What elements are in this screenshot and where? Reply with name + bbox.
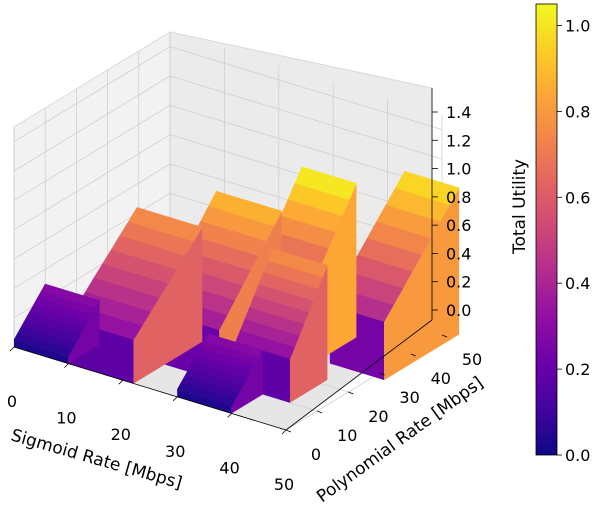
x-tick-label: 0 <box>7 392 17 411</box>
grid-line <box>169 104 443 189</box>
x-axis-label: Sigmoid Rate [Mbps] <box>9 426 185 494</box>
x-tick-label: 20 <box>111 425 131 444</box>
z-tick-label: 0.2 <box>446 273 471 292</box>
x-tick <box>64 363 69 368</box>
x-axis-line <box>13 346 287 431</box>
grid-line <box>169 75 443 160</box>
y-axis-line <box>285 319 433 431</box>
x-tick-label: 50 <box>274 475 294 494</box>
y-tick-labels: 0 10 20 30 40 50 <box>285 334 482 464</box>
z-tick-labels: 0.0 0.2 0.4 0.6 0.8 1.0 1.2 1.4 <box>432 103 471 320</box>
z-tick-label: 1.4 <box>446 103 471 122</box>
x-tick <box>281 429 287 435</box>
x-tick <box>172 396 178 402</box>
y-tick-label: 20 <box>368 407 388 426</box>
surface-face <box>128 207 203 242</box>
z-tick-label: 0.0 <box>446 301 471 320</box>
grid-line <box>13 75 171 172</box>
colorbar-tick-label: 0.8 <box>565 102 590 121</box>
colorbar-tick-label: 0.2 <box>565 360 590 379</box>
surface-face <box>290 265 328 403</box>
y-tick <box>317 410 323 414</box>
surface-face <box>177 389 232 414</box>
surface-face <box>14 339 69 364</box>
surface-block <box>235 248 328 403</box>
surface-face <box>68 300 100 364</box>
surface-face <box>204 333 264 358</box>
grid-line <box>169 46 443 131</box>
y-tick-label: 30 <box>399 388 419 407</box>
surface-block <box>13 283 100 364</box>
colorbar-tick-label: 0.4 <box>565 274 590 293</box>
surface-face <box>294 166 357 200</box>
grid-line <box>13 134 171 231</box>
y-tick <box>285 429 292 433</box>
x-tick-label: 30 <box>165 442 185 461</box>
colorbar-ticks: 0.0 0.2 0.4 0.6 0.8 1.0 <box>557 16 590 465</box>
grid-line <box>13 163 171 260</box>
surface-face <box>384 187 460 381</box>
z-tick-label: 0.8 <box>446 188 471 207</box>
y-tick-label: 50 <box>462 350 482 369</box>
surface-face <box>208 190 283 227</box>
z-tick-label: 1.0 <box>446 160 471 179</box>
grid-line <box>13 46 171 143</box>
y-tick-label: 0 <box>311 445 321 464</box>
x-tick-label: 10 <box>56 409 76 428</box>
y-tick <box>379 372 385 376</box>
x-tick <box>118 379 124 385</box>
colorbar: 0.0 0.2 0.4 0.6 0.8 1.0 <box>535 3 590 465</box>
z-tick-label: 0.6 <box>446 216 471 235</box>
colorbar-tick-label: 0.6 <box>565 188 590 207</box>
surface-face <box>268 248 328 278</box>
utility-surface <box>13 166 460 414</box>
y-tick <box>410 353 416 357</box>
colorbar-tick-label: 0.0 <box>565 446 590 465</box>
grid-line <box>13 104 171 201</box>
x-tick <box>9 346 15 352</box>
y-tick <box>441 334 448 338</box>
colorbar-gradient <box>535 3 558 456</box>
z-tick-label: 1.2 <box>446 131 471 150</box>
z-tick-label: 0.4 <box>446 244 471 263</box>
surface-block <box>176 333 264 414</box>
y-tick <box>348 391 354 395</box>
surface-face <box>133 227 203 384</box>
colorbar-tick-label: 1.0 <box>565 16 590 35</box>
x-tick-label: 40 <box>219 458 239 477</box>
surface-face <box>231 350 263 414</box>
y-tick-label: 10 <box>337 426 357 445</box>
x-tick <box>227 413 232 418</box>
surface-face <box>40 283 100 308</box>
y-tick-label: 40 <box>431 369 451 388</box>
grid-line <box>13 192 171 289</box>
x-tick-labels: 0 10 20 30 40 50 <box>7 346 294 494</box>
z-axis-label: Total Utility <box>510 159 530 255</box>
